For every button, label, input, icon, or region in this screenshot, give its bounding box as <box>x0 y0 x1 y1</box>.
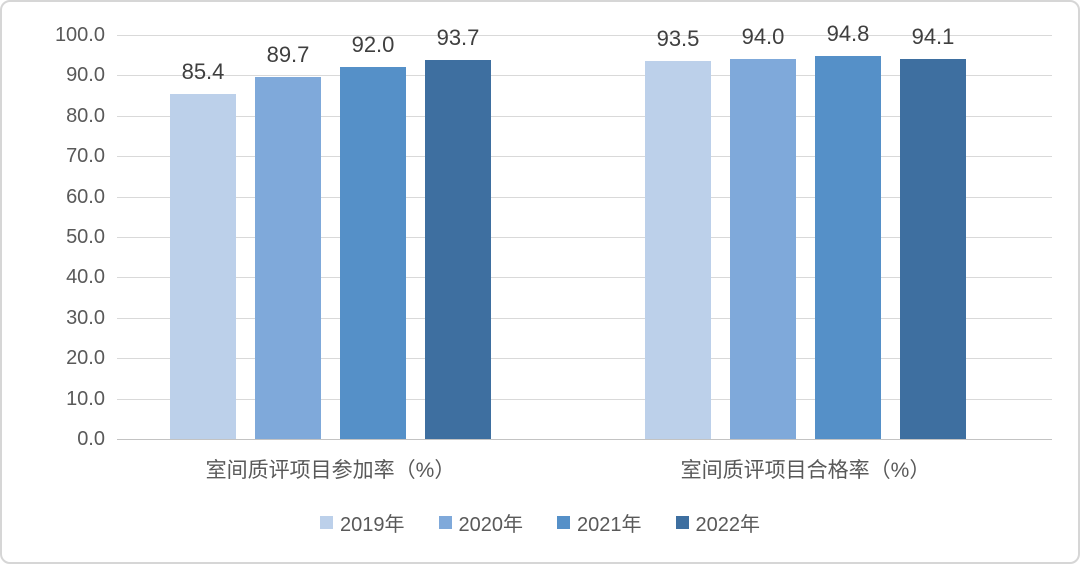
gridline <box>117 439 1052 440</box>
legend-item: 2021年 <box>557 508 642 537</box>
y-axis-tick-label: 50.0 <box>66 226 105 248</box>
bar-value-label: 92.0 <box>351 32 395 58</box>
bar: 92.0 <box>340 32 406 439</box>
bar: 94.8 <box>815 21 881 439</box>
legend-swatch <box>320 516 333 529</box>
legend-label: 2020年 <box>458 514 524 536</box>
bar-value-label: 93.7 <box>436 25 480 51</box>
bar: 93.7 <box>425 25 491 439</box>
gridline <box>117 156 1052 158</box>
y-axis-tick-label: 80.0 <box>66 104 105 127</box>
gridline <box>117 115 1052 117</box>
gridline <box>117 277 1052 279</box>
gridline <box>117 196 1052 198</box>
y-axis-tick-label: 30.0 <box>66 306 105 329</box>
legend-label: 2022年 <box>695 514 761 536</box>
category-label: 室间质评项目合格率（%） <box>680 459 931 482</box>
bar: 94.1 <box>900 24 966 439</box>
y-axis-tick-label: 20.0 <box>66 347 105 370</box>
plot-area: 85.4 89.7 92.0 93.7 93.5 94.0 94.8 94.1 <box>117 21 1052 440</box>
bar-group: 85.4 89.7 92.0 93.7 <box>170 25 491 439</box>
bar-value-label: 93.5 <box>656 26 700 52</box>
bar: 93.5 <box>645 26 711 439</box>
bar-value-label: 94.0 <box>741 24 785 50</box>
bar-value-label: 89.7 <box>266 41 310 67</box>
legend-swatch <box>557 516 570 529</box>
gridline <box>117 75 1052 77</box>
bar-group: 93.5 94.0 94.8 94.1 <box>645 21 966 439</box>
legend: 2019年 2020年 2021年 2022年 <box>2 508 1078 537</box>
gridline <box>117 237 1052 238</box>
bar-value-label: 94.8 <box>826 21 870 47</box>
gridline <box>117 317 1052 319</box>
bar: 94.0 <box>730 24 796 439</box>
category-label: 室间质评项目参加率（%） <box>205 459 456 482</box>
y-axis-tick-label: 100.0 <box>54 24 105 46</box>
legend-item: 2020年 <box>438 508 524 537</box>
y-axis-tick-label: 10.0 <box>66 387 105 410</box>
bar: 89.7 <box>255 42 321 439</box>
y-axis-tick-label: 0.0 <box>77 428 105 450</box>
y-axis-tick-label: 60.0 <box>66 185 105 208</box>
y-axis-tick-label: 70.0 <box>66 145 105 168</box>
legend-swatch <box>438 516 452 529</box>
y-axis-tick-label: 40.0 <box>66 266 105 289</box>
bar-value-label: 85.4 <box>181 58 225 84</box>
legend-swatch <box>675 516 689 529</box>
legend-label: 2021年 <box>577 514 642 536</box>
y-axis-tick-label: 90.0 <box>66 64 105 87</box>
gridline <box>117 398 1052 400</box>
legend-label: 2019年 <box>340 514 405 536</box>
legend-item: 2022年 <box>675 508 761 537</box>
gridline <box>117 358 1052 360</box>
legend-item: 2019年 <box>320 508 405 537</box>
gridline <box>117 35 1052 36</box>
bar-value-label: 94.1 <box>911 23 955 49</box>
bar: 85.4 <box>170 59 236 439</box>
